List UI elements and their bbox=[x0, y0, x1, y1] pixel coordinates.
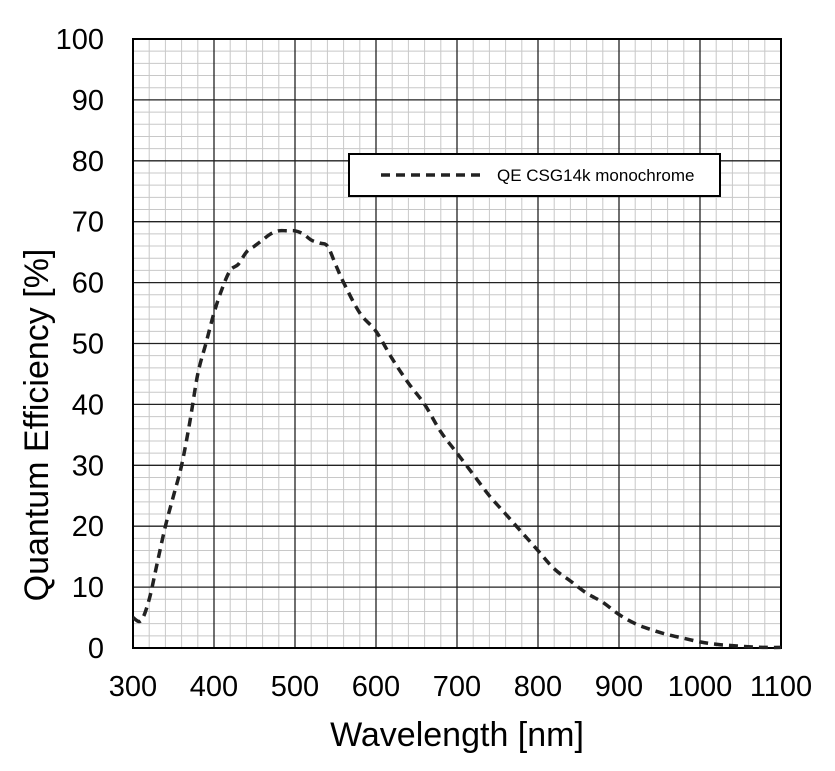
x-tick-label: 500 bbox=[271, 671, 319, 703]
x-axis-title: Wavelength [nm] bbox=[330, 716, 584, 754]
x-tick-label: 800 bbox=[514, 671, 562, 703]
y-tick-label: 0 bbox=[88, 633, 104, 665]
y-tick-label: 70 bbox=[72, 207, 104, 239]
x-tick-label: 700 bbox=[433, 671, 481, 703]
y-tick-label: 30 bbox=[72, 450, 104, 482]
legend: QE CSG14k monochrome bbox=[348, 153, 721, 197]
y-tick-label: 10 bbox=[72, 572, 104, 604]
y-tick-label: 40 bbox=[72, 389, 104, 421]
x-tick-label: 1000 bbox=[668, 671, 733, 703]
y-tick-label: 50 bbox=[72, 329, 104, 361]
legend-box bbox=[348, 153, 721, 197]
x-tick-label: 1100 bbox=[750, 671, 812, 703]
plot-area-frame bbox=[132, 38, 782, 649]
y-tick-label: 20 bbox=[72, 511, 104, 543]
y-tick-label: 90 bbox=[72, 85, 104, 117]
x-tick-label: 300 bbox=[109, 671, 157, 703]
x-tick-label: 400 bbox=[190, 671, 238, 703]
y-axis-title: Quantum Efficiency [%] bbox=[18, 249, 56, 602]
x-tick-label: 900 bbox=[595, 671, 643, 703]
y-tick-label: 80 bbox=[72, 146, 104, 178]
y-tick-label: 60 bbox=[72, 268, 104, 300]
y-tick-label: 100 bbox=[56, 24, 104, 56]
legend-label: QE CSG14k monochrome bbox=[497, 166, 694, 185]
y-tick-labels: 0 10 20 30 40 50 60 70 80 90 100 bbox=[56, 24, 104, 665]
series-line-qe-csg14k bbox=[131, 228, 782, 650]
x-tick-labels: 300 400 500 600 700 800 900 1000 1100 bbox=[109, 671, 812, 703]
x-tick-label: 600 bbox=[352, 671, 400, 703]
